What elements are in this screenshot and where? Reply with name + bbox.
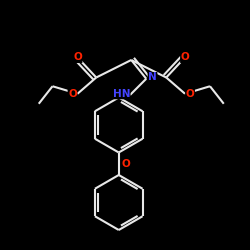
- Text: O: O: [122, 159, 130, 169]
- Text: O: O: [73, 52, 82, 62]
- Text: O: O: [186, 89, 194, 99]
- Text: O: O: [68, 89, 77, 99]
- Text: HN: HN: [112, 89, 130, 99]
- Text: N: N: [148, 72, 157, 83]
- Text: O: O: [180, 52, 190, 62]
